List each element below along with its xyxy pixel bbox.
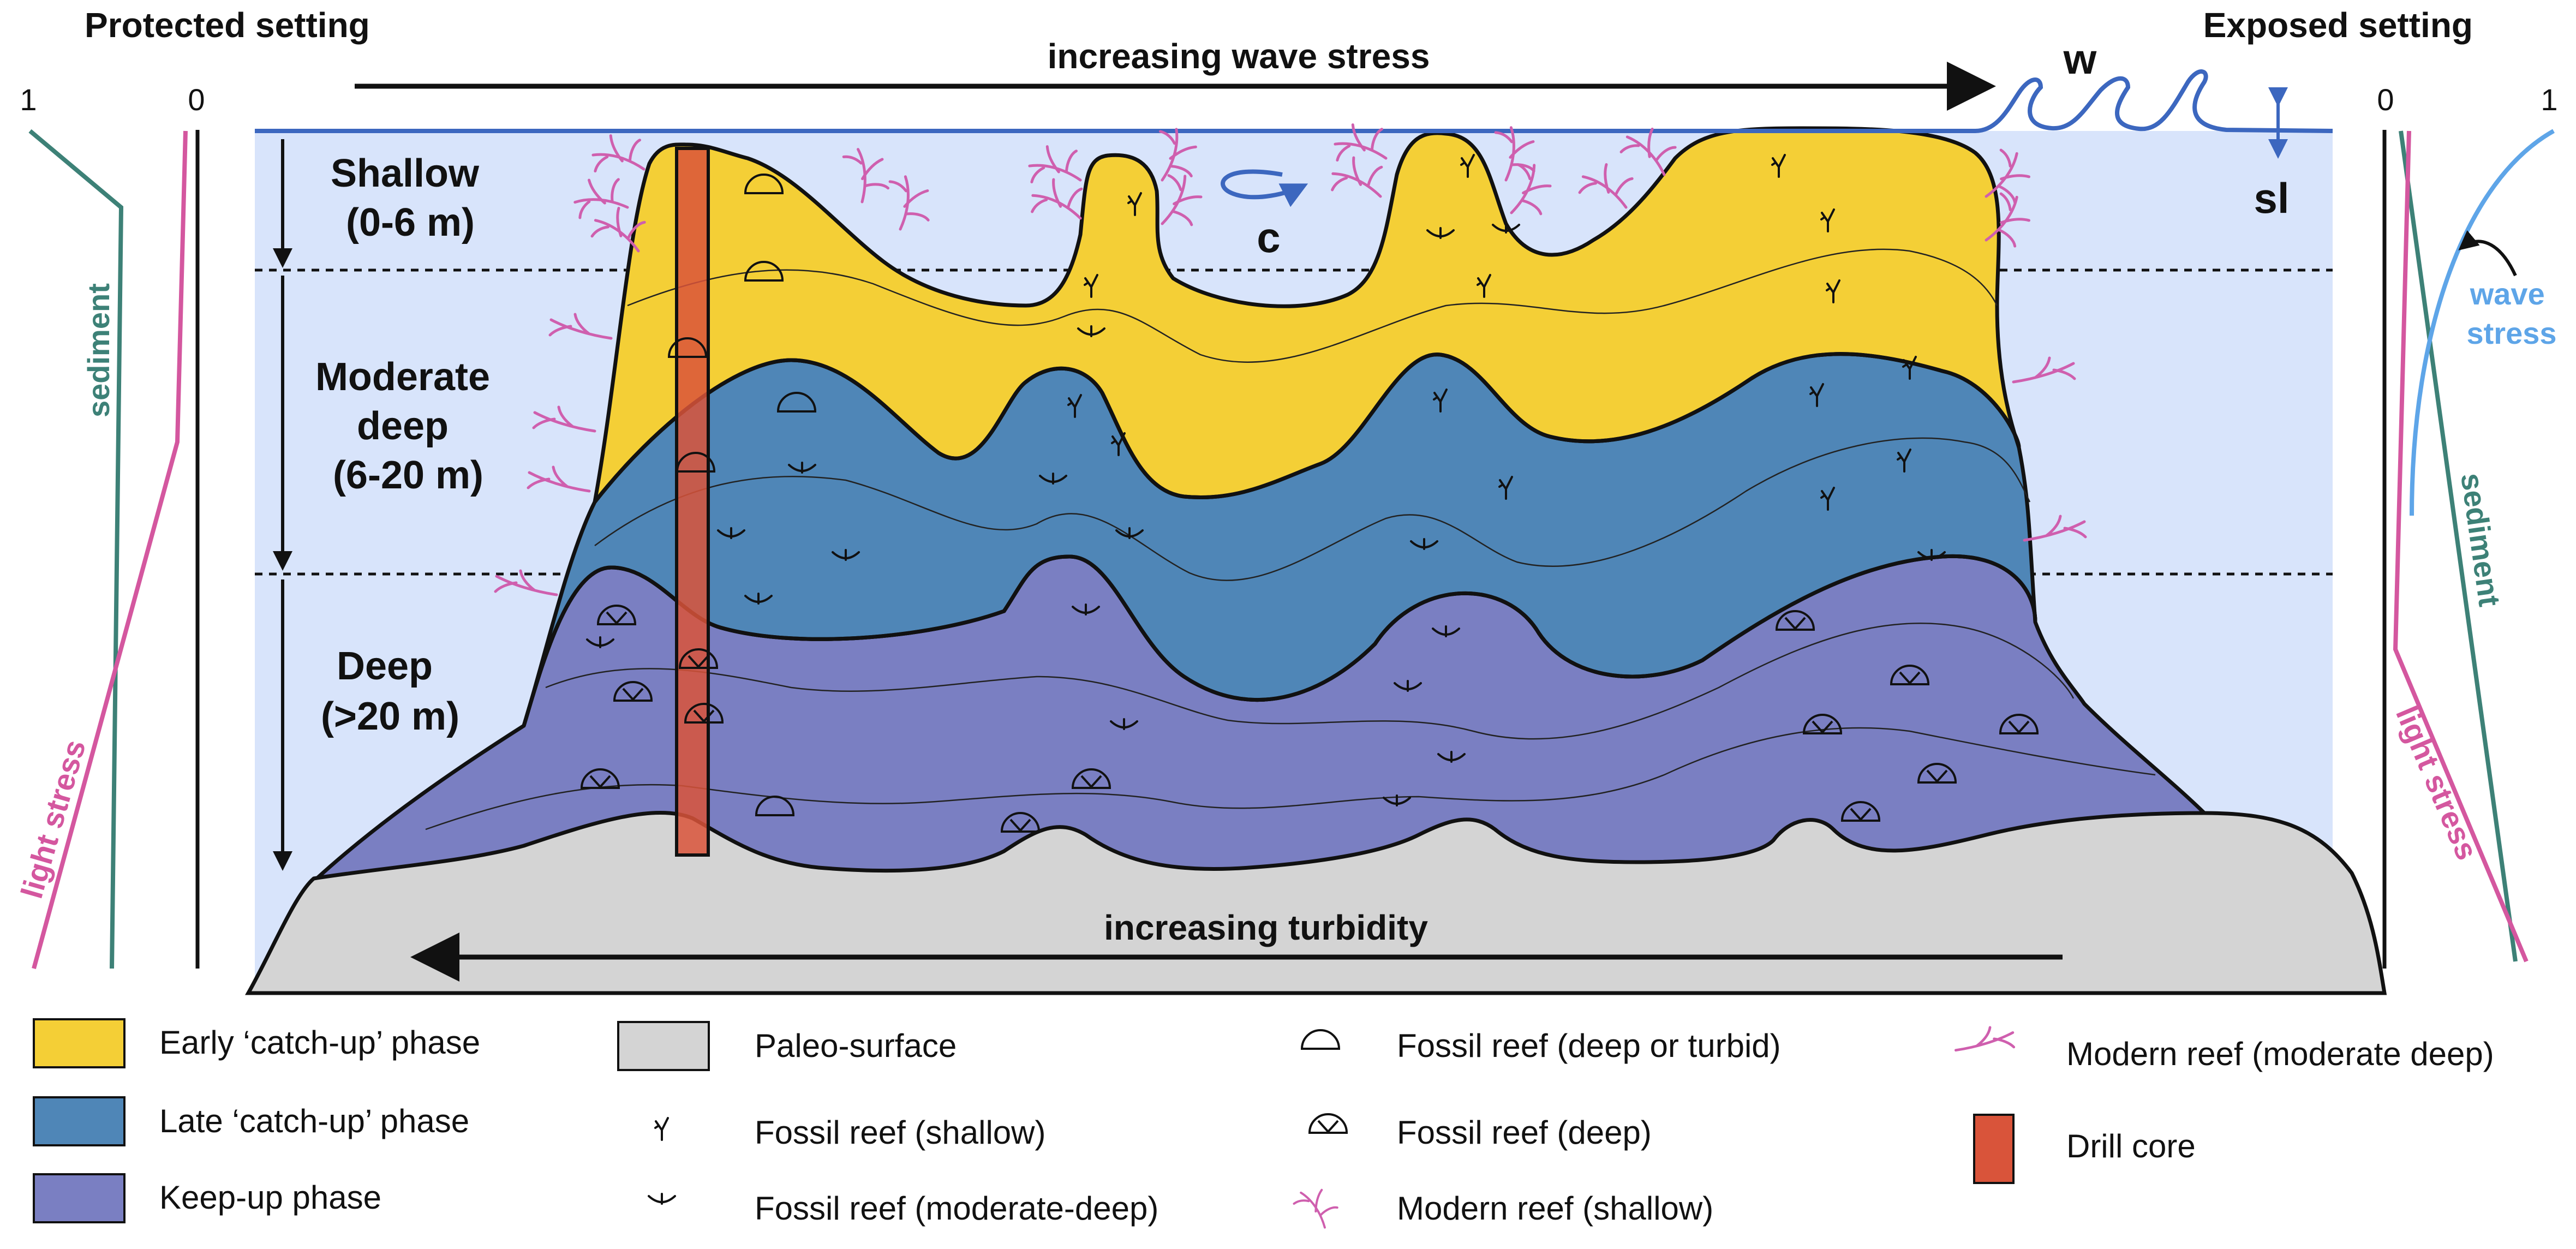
legend-early-swatch xyxy=(33,1018,125,1068)
left-sediment-curve xyxy=(28,129,124,969)
legend-fossil-turbid-label: Fossil reef (deep or turbid) xyxy=(1397,1027,1781,1064)
legend-fossil-moderate-icon xyxy=(648,1193,676,1205)
legend-fossil-shallow-icon xyxy=(654,1117,669,1141)
sea-level-line xyxy=(255,69,2333,133)
legend-fossil-moderate-label: Fossil reef (moderate-deep) xyxy=(755,1190,1158,1227)
legend-modern-moderate-icon xyxy=(1956,1027,2013,1050)
wave-stress-pointer-icon xyxy=(2458,230,2517,277)
legend-paleo-swatch xyxy=(617,1021,710,1071)
legend-modern-shallow-label: Modern reef (shallow) xyxy=(1397,1190,1713,1227)
sea-level-label: sl xyxy=(2254,174,2289,222)
right-light-stress-label: light stress xyxy=(2389,701,2485,865)
right-wave-stress-curve xyxy=(2410,129,2555,516)
protected-setting-title: Protected setting xyxy=(85,5,370,45)
legend-keepup-label: Keep-up phase xyxy=(159,1179,381,1216)
wave-label: w xyxy=(2063,35,2097,83)
left-light-stress-label: light stress xyxy=(14,736,92,903)
right-light-stress-curve xyxy=(2393,130,2529,963)
left-profile xyxy=(28,129,200,970)
right-wave-stress-label: wave stress xyxy=(2466,277,2556,350)
legend-keepup-swatch xyxy=(33,1173,125,1223)
legend-fossil-turbid-icon xyxy=(1301,1029,1340,1050)
left-light-stress-curve xyxy=(32,130,188,970)
current-arrow-icon xyxy=(1221,169,1308,207)
legend-modern-shallow-icon xyxy=(1292,1187,1340,1232)
legend-drill-core-label: Drill core xyxy=(2066,1128,2196,1164)
wave-stress-label: increasing wave stress xyxy=(1048,37,1430,76)
paleo-surface xyxy=(245,811,2387,995)
right-tick-min: 0 xyxy=(2377,82,2394,117)
late-catch-up-top-line xyxy=(593,352,2021,504)
legend-fossil-deep-label: Fossil reef (deep) xyxy=(1397,1114,1652,1151)
right-profile xyxy=(2382,129,2555,969)
legend-late-label: Late ‘catch-up’ phase xyxy=(159,1103,469,1139)
depth-deep-label: Deep (>20 m) xyxy=(321,644,459,738)
legend-paleo-label: Paleo-surface xyxy=(755,1027,957,1064)
left-sediment-label: sediment xyxy=(81,283,116,417)
current-label: c xyxy=(1257,213,1280,261)
growth-lines xyxy=(425,248,2156,830)
right-sediment-curve xyxy=(2399,130,2518,962)
legend-drill-core-swatch xyxy=(1973,1114,2015,1184)
left-tick-min: 0 xyxy=(188,82,205,117)
turbidity-label: increasing turbidity xyxy=(1104,908,1428,947)
legend-early-label: Early ‘catch-up’ phase xyxy=(159,1024,480,1061)
legend-fossil-shallow-label: Fossil reef (shallow) xyxy=(755,1114,1045,1151)
drill-core xyxy=(675,147,710,857)
legend: Early ‘catch-up’ phase Late ‘catch-up’ p… xyxy=(33,1018,2494,1232)
depth-shallow-label: Shallow (0-6 m) xyxy=(331,152,490,244)
exposed-setting-title: Exposed setting xyxy=(2203,5,2473,45)
legend-modern-moderate-label: Modern reef (moderate deep) xyxy=(2066,1036,2494,1072)
legend-late-swatch xyxy=(33,1096,125,1146)
legend-fossil-deep-icon xyxy=(1308,1113,1348,1134)
right-tick-max: 1 xyxy=(2541,82,2557,117)
left-tick-max: 1 xyxy=(20,82,37,117)
depth-moderate-label: Moderate deep (6-20 m) xyxy=(315,355,501,497)
